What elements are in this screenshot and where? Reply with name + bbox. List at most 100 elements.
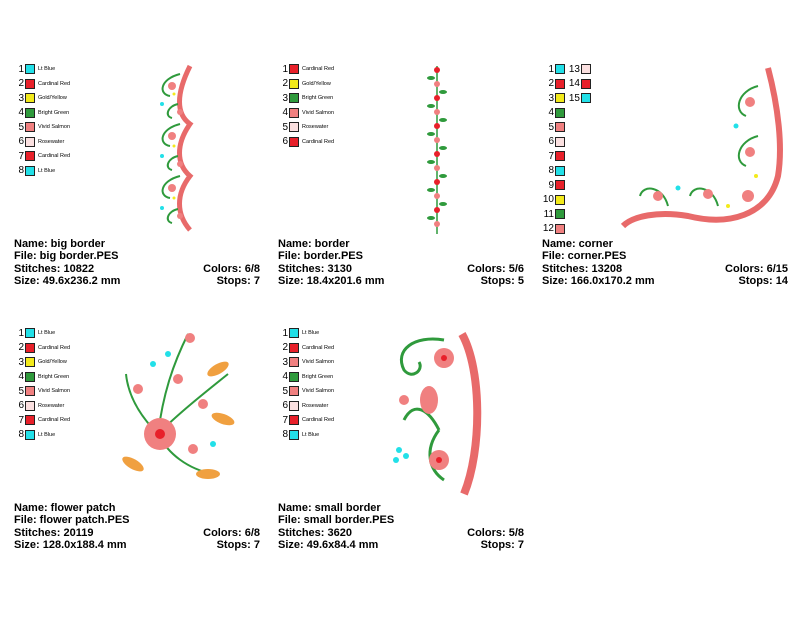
color-row: 2 Cardinal Red [14, 77, 70, 92]
color-name: Lt Blue [302, 330, 320, 337]
color-name: Cardinal Red [302, 138, 335, 145]
color-row: 10 [542, 193, 568, 208]
color-row: 7 Cardinal Red [278, 413, 334, 428]
color-row: 4 [542, 106, 568, 121]
color-index: 5 [548, 121, 554, 133]
color-index: 8 [548, 165, 554, 177]
color-swatch [25, 64, 35, 75]
color-row: 5 Vivid Salmon [14, 120, 70, 135]
color-index: 1 [18, 327, 24, 339]
color-swatch [289, 107, 299, 118]
color-index: 2 [18, 78, 24, 90]
color-name: Lt Blue [38, 167, 56, 174]
color-name: Vivid Salmon [302, 109, 334, 116]
color-row: 15 [568, 91, 594, 106]
stitch-count: Stitches: 20119 [14, 526, 94, 539]
design-info: Name: big border File: big border.PES St… [14, 238, 260, 287]
color-swatch [555, 151, 565, 162]
color-swatch [555, 223, 565, 234]
design-name: Name: big border [14, 238, 106, 250]
color-index: 7 [18, 150, 24, 162]
design-file: File: small border.PES [278, 514, 395, 527]
color-row: 7 Cardinal Red [14, 149, 70, 164]
color-swatch [555, 209, 565, 220]
color-name: Lt Blue [38, 431, 56, 438]
design-info: Name: border File: border.PES Stitches: … [278, 238, 524, 287]
stop-count: Stops: 7 [480, 538, 524, 551]
design-card-border: 1 Cardinal Red 2 Gold/Yellow 3 Bright Green 4 V… [274, 60, 524, 320]
color-swatch [555, 93, 565, 104]
color-index: 7 [282, 414, 288, 426]
color-index: 1 [282, 327, 288, 339]
color-index: 15 [568, 92, 580, 104]
color-index: 6 [282, 136, 288, 148]
color-swatch [289, 400, 299, 411]
color-name: Rosewater [38, 138, 65, 145]
color-index: 3 [18, 356, 24, 368]
color-index: 8 [18, 165, 24, 177]
design-info: Name: corner File: corner.PES Stitches: … [542, 238, 788, 287]
color-swatch [289, 357, 299, 368]
color-swatch [289, 386, 299, 397]
color-name: Gold/Yellow [38, 95, 67, 102]
color-row: 1 Lt Blue [14, 326, 70, 341]
color-row: 2 [542, 77, 568, 92]
color-index: 6 [548, 136, 554, 148]
color-list: 1 Lt Blue 2 Cardinal Red 3 Gold/Yellow 4 Bright… [14, 62, 70, 178]
color-index: 3 [282, 356, 288, 368]
color-row: 7 Cardinal Red [14, 413, 70, 428]
color-swatch [25, 386, 35, 397]
color-list: 1 Lt Blue 2 Cardinal Red 3 Vivid Salmon 4 Brigh… [278, 326, 334, 442]
color-index: 7 [548, 150, 554, 162]
design-card-flower-patch: 1 Lt Blue 2 Cardinal Red 3 Gold/Yellow 4 Bright… [10, 324, 260, 584]
color-row: 1 [542, 62, 568, 77]
color-swatch [25, 78, 35, 89]
color-list: 1 Cardinal Red 2 Gold/Yellow 3 Bright Green 4 V… [278, 62, 334, 149]
color-index: 5 [282, 121, 288, 133]
color-index: 10 [542, 194, 554, 206]
color-row: 9 [542, 178, 568, 193]
color-swatch [25, 93, 35, 104]
color-index: 4 [548, 107, 554, 119]
color-swatch [25, 400, 35, 411]
stop-count: Stops: 14 [738, 274, 788, 287]
color-row: 6 Rosewater [278, 399, 334, 414]
design-name: Name: corner [542, 238, 613, 250]
color-swatch [555, 180, 565, 191]
color-swatch [25, 122, 35, 133]
color-row: 1 Cardinal Red [278, 62, 334, 77]
color-swatch [555, 122, 565, 133]
color-index: 6 [282, 400, 288, 412]
color-row: 4 Bright Green [14, 370, 70, 385]
color-list: 1 Lt Blue 2 Cardinal Red 3 Gold/Yellow 4 Bright… [14, 326, 70, 442]
color-row: 3 Gold/Yellow [14, 91, 70, 106]
color-row: 5 Vivid Salmon [14, 384, 70, 399]
color-swatch [25, 415, 35, 426]
design-card-corner: 1 2 3 4 5 6 7 8 9 10 11 12 13 14 15 Name: corner File… [538, 60, 788, 320]
color-index: 1 [18, 63, 24, 75]
design-info: Name: flower patch File: flower patch.PE… [14, 502, 260, 551]
color-index: 3 [282, 92, 288, 104]
stitch-count: Stitches: 10822 [14, 262, 95, 275]
color-row: 1 Lt Blue [14, 62, 70, 77]
design-name: Name: flower patch [14, 502, 116, 514]
design-card-small-border: 1 Lt Blue 2 Cardinal Red 3 Vivid Salmon 4 Brigh… [274, 324, 524, 584]
color-index: 4 [18, 107, 24, 119]
color-swatch [289, 64, 299, 75]
color-row: 8 Lt Blue [14, 428, 70, 443]
color-name: Bright Green [38, 373, 70, 380]
design-name: Name: small border [278, 502, 381, 514]
color-index: 5 [18, 385, 24, 397]
color-name: Vivid Salmon [38, 124, 70, 131]
design-file: File: border.PES [278, 250, 363, 263]
color-swatch [581, 64, 591, 75]
color-list: 1 2 3 4 5 6 7 8 9 10 11 12 13 14 15 [542, 62, 594, 236]
color-name: Cardinal Red [302, 417, 335, 424]
color-swatch [25, 371, 35, 382]
color-row: 3 Bright Green [278, 91, 334, 106]
color-index: 4 [18, 371, 24, 383]
color-swatch [25, 107, 35, 118]
corner-embroidery [620, 67, 783, 229]
color-name: Cardinal Red [38, 153, 71, 160]
color-swatch [25, 136, 35, 147]
